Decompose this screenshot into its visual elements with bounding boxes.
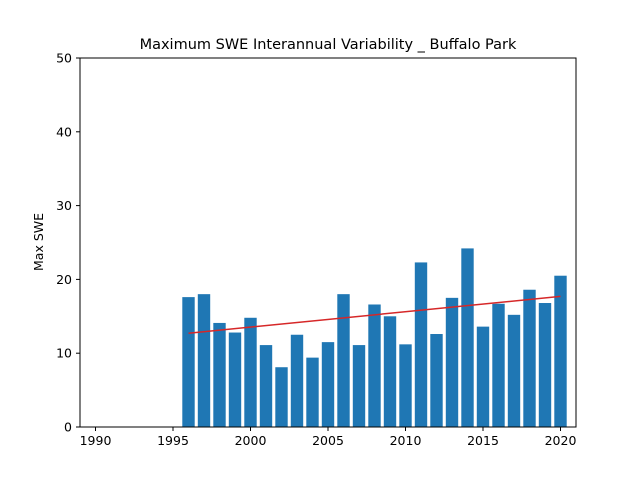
bar-1997 xyxy=(197,294,211,427)
bar-2006 xyxy=(337,294,350,427)
bar-2016 xyxy=(492,303,505,427)
bar-1999 xyxy=(228,332,242,427)
y-tick-label-0: 0 xyxy=(64,420,72,435)
y-tick-label-30: 30 xyxy=(56,198,72,213)
trend-layer xyxy=(188,295,561,335)
bar-2000 xyxy=(244,317,257,427)
y-tick-label-10: 10 xyxy=(56,346,72,361)
x-tick-label-2005: 2005 xyxy=(312,433,344,448)
trend-line xyxy=(188,295,561,335)
bar-2001 xyxy=(259,345,273,427)
bar-2013 xyxy=(445,297,459,427)
bar-2010 xyxy=(399,344,412,427)
bar-2020 xyxy=(554,275,567,427)
bar-2011 xyxy=(414,262,428,427)
x-tick-label-1990: 1990 xyxy=(80,433,112,448)
y-tick-label-50: 50 xyxy=(56,51,72,66)
bar-2004 xyxy=(306,357,319,427)
bar-2015 xyxy=(476,326,490,427)
bar-2018 xyxy=(523,289,536,427)
y-tick-label-40: 40 xyxy=(56,124,72,139)
y-axis-label: Max SWE xyxy=(31,213,46,271)
x-tick-label-2020: 2020 xyxy=(545,433,577,448)
bar-1998 xyxy=(213,322,226,427)
ticks-layer: 1990 1995 2000 2005 2010 2015 2020 0 10 20 30 40 50 xyxy=(56,51,576,449)
bar-2007 xyxy=(352,345,366,427)
x-tick-label-2015: 2015 xyxy=(467,433,499,448)
chart-title: Maximum SWE Interannual Variability _ Bu… xyxy=(140,37,517,53)
y-tick-label-20: 20 xyxy=(56,272,72,287)
x-tick-label-1995: 1995 xyxy=(157,433,189,448)
bar-2014 xyxy=(461,248,474,427)
bar-2009 xyxy=(383,316,397,427)
bar-2017 xyxy=(507,314,521,427)
bar-2019 xyxy=(538,303,552,427)
x-tick-label-2000: 2000 xyxy=(235,433,267,448)
x-tick-label-2010: 2010 xyxy=(390,433,422,448)
bar-2005 xyxy=(321,342,335,427)
bars-layer xyxy=(182,248,567,427)
bar-2012 xyxy=(430,334,443,427)
bar-1996 xyxy=(182,297,195,427)
bar-2003 xyxy=(290,334,304,427)
bar-2008 xyxy=(368,304,381,427)
bar-2002 xyxy=(275,367,288,427)
